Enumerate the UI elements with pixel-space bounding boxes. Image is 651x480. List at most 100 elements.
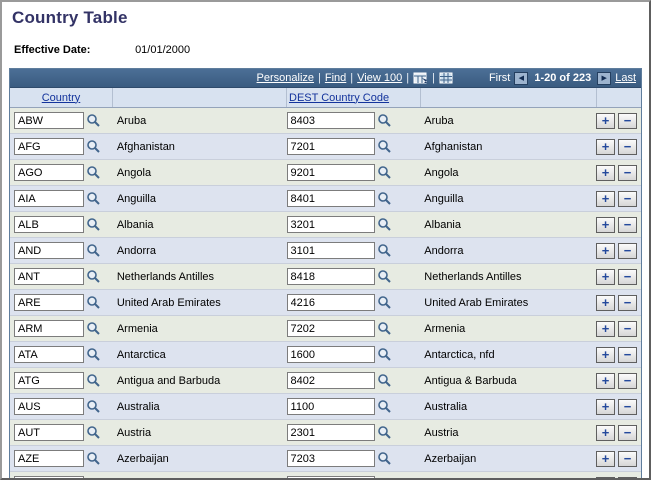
pipe-separator: | (432, 72, 435, 84)
dest-country-code-input[interactable] (286, 320, 375, 337)
delete-row-button[interactable]: − (618, 190, 637, 207)
dest-country-code-input[interactable] (286, 294, 375, 311)
dest-country-code-input[interactable] (286, 164, 375, 181)
lookup-icon[interactable] (86, 399, 101, 414)
dest-country-code-input[interactable] (286, 138, 375, 155)
add-row-button[interactable]: + (596, 320, 615, 337)
add-row-button[interactable]: + (596, 476, 615, 478)
lookup-icon[interactable] (377, 373, 392, 388)
dest-country-code-input[interactable] (286, 398, 375, 415)
add-row-button[interactable]: + (596, 398, 615, 415)
lookup-icon[interactable] (86, 347, 101, 362)
add-row-button[interactable]: + (596, 450, 615, 467)
country-code-input[interactable] (14, 216, 84, 233)
add-row-button[interactable]: + (596, 242, 615, 259)
lookup-icon[interactable] (86, 321, 101, 336)
delete-row-button[interactable]: − (618, 372, 637, 389)
lookup-icon[interactable] (377, 243, 392, 258)
lookup-icon[interactable] (377, 139, 392, 154)
lookup-icon[interactable] (377, 295, 392, 310)
dest-country-code-input[interactable] (286, 190, 375, 207)
country-code-input[interactable] (14, 346, 84, 363)
lookup-icon[interactable] (86, 139, 101, 154)
country-code-input[interactable] (14, 242, 84, 259)
lookup-icon[interactable] (377, 113, 392, 128)
dest-country-code-input[interactable] (286, 268, 375, 285)
dest-country-code-input[interactable] (286, 372, 375, 389)
add-row-button[interactable]: + (596, 164, 615, 181)
add-row-button[interactable]: + (596, 138, 615, 155)
country-code-input[interactable] (14, 320, 84, 337)
delete-row-button[interactable]: − (618, 164, 637, 181)
lookup-icon[interactable] (377, 399, 392, 414)
lookup-icon[interactable] (86, 113, 101, 128)
country-code-input[interactable] (14, 476, 84, 478)
country-code-input[interactable] (14, 138, 84, 155)
lookup-icon[interactable] (86, 269, 101, 284)
add-row-button[interactable]: + (596, 190, 615, 207)
add-row-button[interactable]: + (596, 372, 615, 389)
dest-country-code-input[interactable] (286, 476, 375, 478)
lookup-icon[interactable] (86, 217, 101, 232)
dest-country-code-input[interactable] (286, 450, 375, 467)
country-code-input[interactable] (14, 294, 84, 311)
column-header-country[interactable]: Country (41, 91, 81, 104)
delete-row-button[interactable]: − (618, 398, 637, 415)
delete-row-button[interactable]: − (618, 424, 637, 441)
delete-row-button[interactable]: − (618, 112, 637, 129)
lookup-icon[interactable] (86, 295, 101, 310)
personalize-link[interactable]: Personalize (256, 72, 315, 84)
lookup-icon[interactable] (377, 191, 392, 206)
lookup-icon[interactable] (377, 347, 392, 362)
country-code-input[interactable] (14, 164, 84, 181)
lookup-icon[interactable] (86, 165, 101, 180)
lookup-icon[interactable] (86, 425, 101, 440)
lookup-icon[interactable] (86, 451, 101, 466)
lookup-icon[interactable] (377, 451, 392, 466)
country-code-input[interactable] (14, 372, 84, 389)
last-page-link[interactable]: Last (615, 72, 636, 84)
delete-row-button[interactable]: − (618, 476, 637, 478)
add-row-button[interactable]: + (596, 216, 615, 233)
country-code-input[interactable] (14, 190, 84, 207)
add-row-button[interactable]: + (596, 112, 615, 129)
dest-country-code-input[interactable] (286, 424, 375, 441)
country-code-input[interactable] (14, 424, 84, 441)
zoom-grid-icon[interactable] (413, 72, 428, 85)
dest-country-name-cell: Armenia (420, 323, 596, 335)
dest-country-code-input[interactable] (286, 346, 375, 363)
lookup-icon[interactable] (86, 191, 101, 206)
add-row-button[interactable]: + (596, 294, 615, 311)
find-link[interactable]: Find (324, 72, 347, 84)
lookup-icon[interactable] (377, 321, 392, 336)
country-code-input[interactable] (14, 268, 84, 285)
country-code-input[interactable] (14, 450, 84, 467)
delete-row-button[interactable]: − (618, 138, 637, 155)
lookup-icon[interactable] (377, 269, 392, 284)
lookup-icon[interactable] (377, 165, 392, 180)
dest-country-code-input[interactable] (286, 216, 375, 233)
delete-row-button[interactable]: − (618, 346, 637, 363)
column-header-dest-country-code[interactable]: DEST Country Code (289, 91, 390, 104)
add-row-button[interactable]: + (596, 424, 615, 441)
lookup-icon[interactable] (377, 425, 392, 440)
delete-row-button[interactable]: − (618, 268, 637, 285)
dest-country-code-input[interactable] (286, 242, 375, 259)
lookup-icon[interactable] (86, 243, 101, 258)
country-code-input[interactable] (14, 398, 84, 415)
delete-row-button[interactable]: − (618, 450, 637, 467)
delete-row-button[interactable]: − (618, 320, 637, 337)
delete-row-button[interactable]: − (618, 294, 637, 311)
add-row-button[interactable]: + (596, 268, 615, 285)
lookup-icon[interactable] (86, 373, 101, 388)
add-row-button[interactable]: + (596, 346, 615, 363)
delete-row-button[interactable]: − (618, 242, 637, 259)
view-100-link[interactable]: View 100 (357, 72, 403, 84)
next-page-icon[interactable]: ▶ (597, 71, 612, 85)
previous-page-icon[interactable]: ◀ (514, 71, 529, 85)
country-code-input[interactable] (14, 112, 84, 129)
download-grid-icon[interactable] (439, 72, 453, 84)
dest-country-code-input[interactable] (286, 112, 375, 129)
delete-row-button[interactable]: − (618, 216, 637, 233)
lookup-icon[interactable] (377, 217, 392, 232)
